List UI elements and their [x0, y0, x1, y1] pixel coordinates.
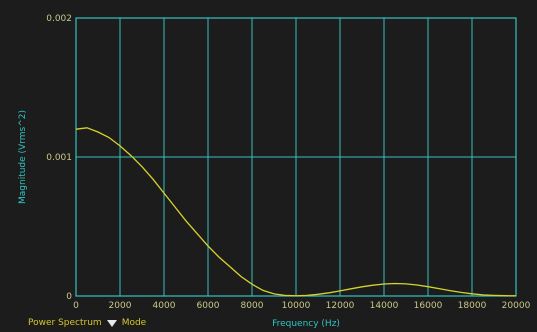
y-tick-label: 0.001	[46, 153, 72, 163]
x-tick-labels: 0 2000 4000 6000 8000 10000 12000 14000 16000 180…	[73, 301, 530, 311]
y-tick-labels: 0 0.001 0.002	[46, 14, 72, 302]
x-tick-label: 6000	[197, 301, 220, 311]
spectrum-mode-selector[interactable]: Power Spectrum Mode	[28, 318, 146, 328]
triangle-down-icon[interactable]	[106, 319, 117, 327]
mode-label: Mode	[121, 318, 147, 328]
x-tick-label: 0	[73, 301, 79, 311]
power-spectrum-trace	[75, 127, 517, 297]
x-tick-label: 20000	[502, 301, 531, 311]
x-tick-label: 8000	[241, 301, 264, 311]
x-tick-label: 4000	[153, 301, 176, 311]
y-tick-label: 0.002	[46, 14, 72, 24]
y-axis-label: Magnitude (Vrms^2)	[18, 110, 28, 204]
bottom-control-bar: Power Spectrum Mode	[0, 316, 537, 332]
x-axis-label: Frequency (Hz)	[272, 319, 340, 329]
x-tick-label: 14000	[370, 301, 399, 311]
spectrum-type-label: Power Spectrum	[28, 318, 102, 328]
x-tick-label: 16000	[414, 301, 443, 311]
grid-lines	[75, 17, 517, 297]
x-tick-label: 10000	[282, 301, 311, 311]
y-tick-label: 0	[66, 292, 72, 302]
x-tick-label: 12000	[326, 301, 355, 311]
trace-layer	[75, 127, 517, 297]
x-tick-label: 18000	[458, 301, 487, 311]
x-tick-label: 2000	[109, 301, 132, 311]
